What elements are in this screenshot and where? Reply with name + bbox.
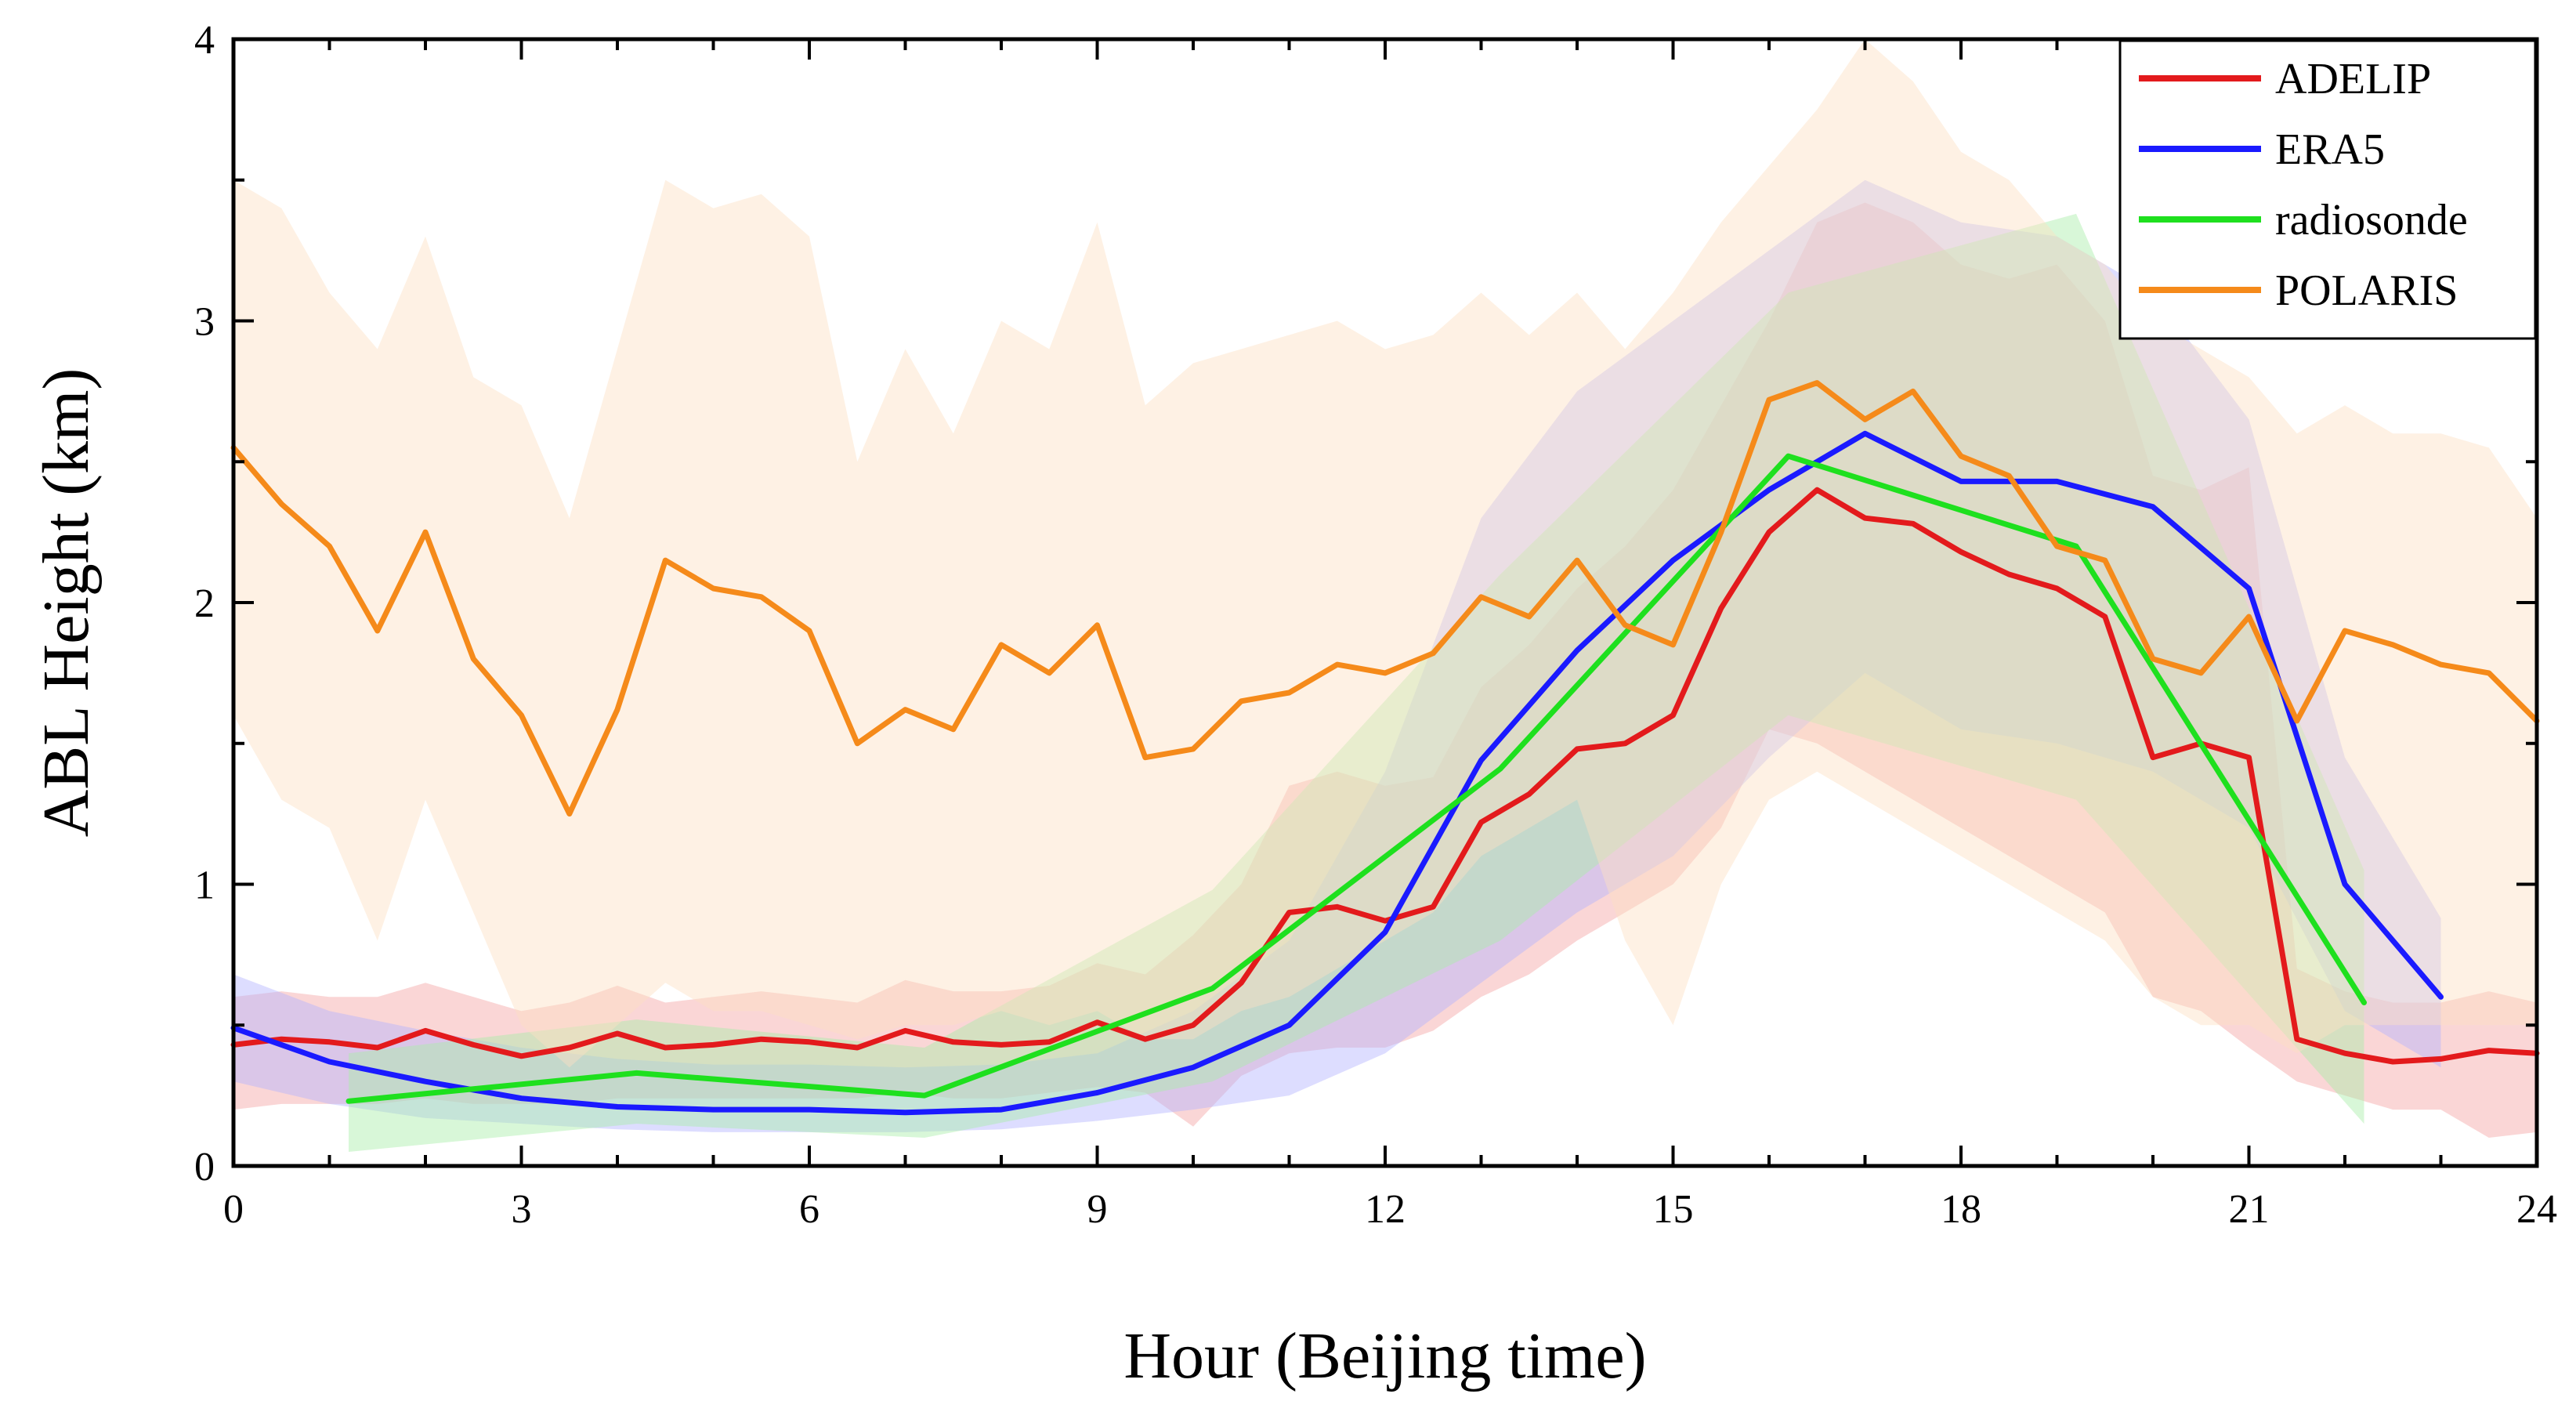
x-tick-label: 6: [799, 1187, 819, 1232]
x-axis-title: Hour (Beijing time): [1123, 1320, 1646, 1392]
y-tick-label: 2: [194, 581, 215, 626]
x-tick-label: 15: [1653, 1187, 1694, 1232]
y-tick-label: 0: [194, 1145, 215, 1189]
radiosonde-range-band: [349, 213, 2364, 1152]
y-tick-label: 4: [194, 18, 215, 63]
legend-label-era5: ERA5: [2275, 125, 2385, 174]
legend-label-adelip: ADELIP: [2275, 55, 2431, 103]
x-tick-label: 24: [2516, 1187, 2557, 1232]
y-tick-label: 1: [194, 863, 215, 908]
era5-range-band: [233, 179, 2441, 1132]
polaris-range-band: [233, 39, 2537, 1068]
x-tick-label: 21: [2229, 1187, 2270, 1232]
x-tick-label: 9: [1087, 1187, 1108, 1232]
x-tick-label: 3: [512, 1187, 532, 1232]
uncertainty-bands: [233, 39, 2537, 1152]
era5-line: [230, 430, 2444, 1116]
polaris-line: [230, 380, 2540, 817]
legend-label-radiosonde: radiosonde: [2275, 196, 2468, 244]
y-tick-label: 3: [194, 300, 215, 345]
x-tick-label: 18: [1941, 1187, 1981, 1232]
legend-label-polaris: POLARIS: [2275, 266, 2458, 315]
radiosonde-line: [346, 453, 2367, 1104]
adelip-range-band: [233, 202, 2537, 1138]
legend: ADELIP ERA5 radiosonde POLARIS: [2118, 39, 2537, 340]
adelip-line: [230, 487, 2540, 1065]
x-tick-label: 0: [223, 1187, 244, 1232]
y-axis-title: ABL Height (km): [30, 368, 103, 838]
series-lines: [230, 380, 2540, 1116]
x-tick-label: 12: [1365, 1187, 1406, 1232]
